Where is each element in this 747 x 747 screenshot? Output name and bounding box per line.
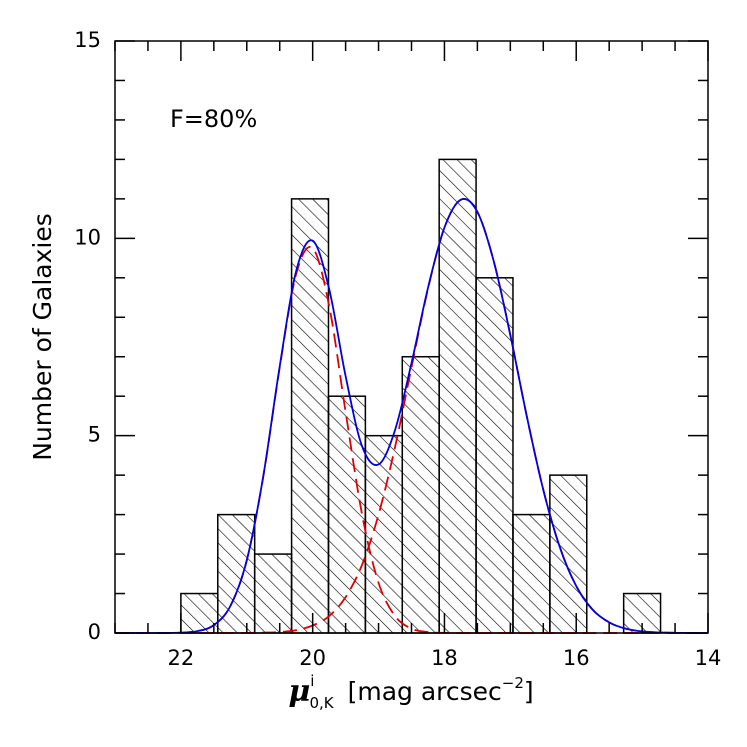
x-axis-label: μi 0,K [mag arcsec−2]	[288, 672, 533, 712]
histogram-bar	[438, 158, 477, 634]
x-tick-label: 14	[695, 646, 722, 670]
x-tick-label: 16	[563, 646, 590, 670]
histogram-bar	[364, 434, 404, 634]
histogram-bar	[512, 513, 551, 634]
histogram-bar	[401, 355, 440, 634]
y-tick-label: 15	[74, 28, 101, 52]
histogram-bar	[253, 553, 293, 634]
x-tick-label: 22	[168, 646, 195, 670]
x-label-sub: 0,K	[309, 694, 334, 712]
fit-curve	[115, 198, 709, 634]
x-label-sup: i	[310, 672, 314, 690]
x-label-unit: [mag arcsec	[348, 677, 502, 706]
y-axis-label: Number of Galaxies	[28, 213, 57, 461]
histogram-bar	[475, 277, 514, 634]
y-tick-label: 10	[74, 225, 101, 249]
x-tick-label: 20	[299, 646, 326, 670]
y-tick-label: 0	[88, 620, 101, 644]
y-tick-label: 5	[88, 423, 101, 447]
histogram-bar	[549, 474, 588, 634]
x-tick-label: 18	[431, 646, 458, 670]
histogram-bar	[217, 513, 256, 634]
x-label-unit-sup: −2	[502, 674, 524, 692]
annotation: F=80%	[170, 105, 257, 133]
plot-area	[115, 158, 709, 634]
x-label-close: ]	[524, 677, 534, 706]
histogram-bar	[327, 395, 367, 634]
x-label-symbol: μ	[288, 674, 310, 709]
